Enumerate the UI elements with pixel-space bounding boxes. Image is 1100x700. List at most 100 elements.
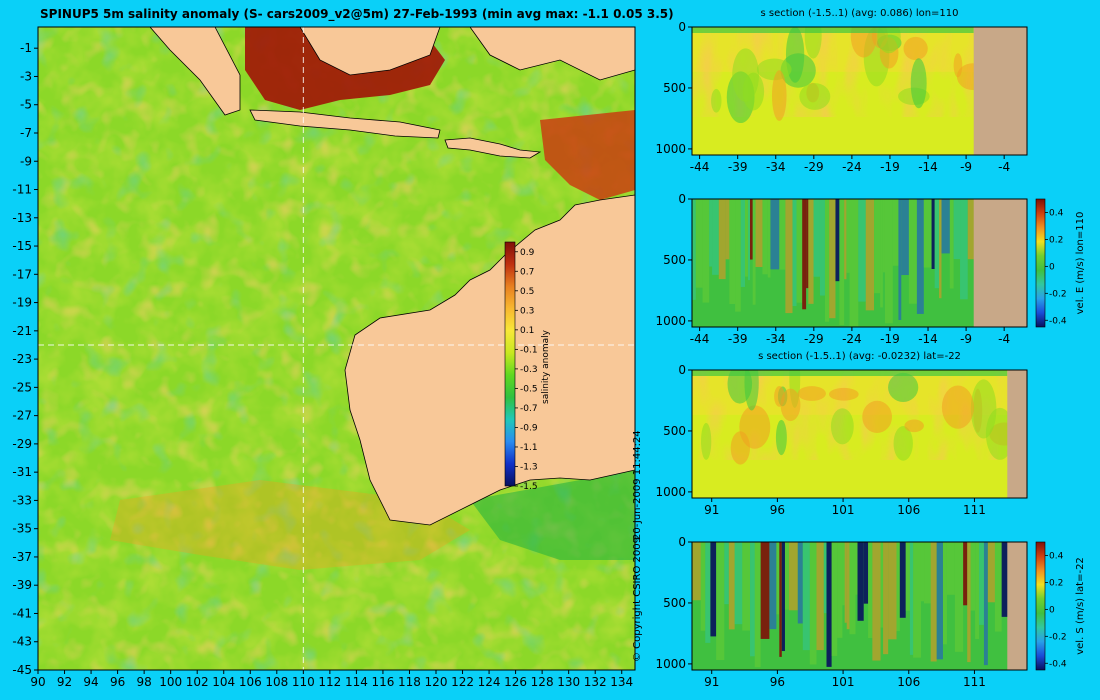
velocity-stripe [930, 542, 937, 662]
velocity-stripe [781, 542, 785, 652]
section-blob [862, 400, 892, 434]
velocity-stripe [849, 542, 856, 635]
velocity-stripe [779, 199, 786, 270]
map-y-tick-label: -27 [12, 409, 32, 423]
map-x-tick-label: 124 [478, 675, 501, 689]
velocity-stripe [835, 199, 840, 282]
map-x-tick-label: 100 [159, 675, 182, 689]
velocity-stripe [750, 199, 753, 260]
section-x-tick-label: -24 [842, 332, 862, 346]
velocity-stripe [909, 542, 914, 655]
velocity-stripe [789, 542, 798, 611]
section-x-tick-label: 96 [770, 503, 785, 517]
velocity-stripe [954, 542, 964, 652]
velocity-stripe [865, 199, 875, 311]
velocity-stripe [762, 199, 768, 275]
map-warm-band-south [110, 480, 470, 570]
velocity-colorbar-tick-label: 0.4 [1049, 551, 1064, 561]
map-y-tick-label: -33 [12, 493, 32, 507]
section-surface-layer [692, 27, 974, 33]
velocity-stripe [979, 542, 984, 625]
section-frame [691, 198, 1028, 328]
map-y-tick-label: -5 [20, 98, 32, 112]
salinity-colorbar-ramp [504, 241, 516, 487]
velocity-stripe [755, 199, 763, 267]
section-x-tick-label: -4 [998, 160, 1010, 174]
salinity-colorbar-tick-label: -1.1 [520, 443, 538, 453]
section-x-tick-label: -19 [880, 160, 900, 174]
velocity-stripe [892, 199, 899, 266]
section-blob [780, 53, 816, 88]
map-y-tick-label: -31 [12, 465, 32, 479]
velocity-stripe [934, 199, 940, 289]
section-blob [888, 372, 919, 402]
map-land-java [249, 109, 441, 139]
velocity-stripe [949, 199, 954, 289]
velocity-stripe [740, 199, 745, 287]
velocity-stripe [868, 542, 873, 639]
velocity-stripe [770, 199, 780, 270]
velocity-stripe [729, 199, 736, 305]
velocity-stripe [939, 199, 942, 299]
salinity-colorbar: 0.9 0.7 0.5 0.3 0.1 -0.1 -0.3 -0.5 -0.7 -0.9 -1.1 -… [504, 241, 551, 492]
section-x-tick-label: -44 [690, 160, 710, 174]
velocity-stripe [831, 542, 838, 656]
section-x-tick-label: -4 [998, 332, 1010, 346]
velocity-colorbar-tick-label: -0.2 [1049, 289, 1067, 299]
salinity-colorbar-tick-label: -1.3 [520, 462, 538, 472]
salinity-colorbar-tick-label: -1.5 [520, 482, 538, 492]
section-frame [691, 26, 1028, 156]
section-x-tick-label: -34 [766, 332, 786, 346]
map-y-tick-label: -11 [12, 183, 32, 197]
map-x-tick-label: 132 [584, 675, 607, 689]
map-y-tick-label: -35 [12, 522, 32, 536]
velocity-stripe [816, 542, 824, 651]
velocity-stripe [844, 199, 847, 280]
map-y-tick-label: -3 [20, 69, 32, 83]
map-y-tick-label: -37 [12, 550, 32, 564]
salinity-colorbar-label: salinity anomaly [541, 329, 551, 404]
velocity-stripe [760, 542, 770, 639]
map-x-tick-label: 114 [345, 675, 368, 689]
salinity-colorbar-tick-label: 0.9 [520, 248, 535, 258]
map-x-tick-label: 128 [531, 675, 554, 689]
salinity-colorbar-tick-label: -0.7 [520, 404, 538, 414]
velocity-stripe [806, 199, 809, 289]
velocity-stripe [823, 542, 827, 614]
velocity-stripe [829, 199, 836, 319]
velocity-stripe [705, 542, 711, 643]
map-y-tick-label: -29 [12, 437, 32, 451]
map-x-tick-label: 118 [398, 675, 421, 689]
velocity-colorbar-tick-label: 0 [1049, 605, 1055, 615]
velocity-stripe [883, 542, 889, 655]
map-y-axis: -1 -3 -5 -7 -9 -11 -13 -15 -17 -19 -21 -23 -25 -27 -29… [12, 41, 38, 677]
velocity-stripe [967, 542, 971, 663]
section-blob [775, 419, 787, 456]
copyright-credit: © Copyright CSIRO 2009 [632, 537, 643, 662]
section-side-label: vel. S (m/s) lat=-22 [1075, 557, 1086, 655]
timestamp-credit: 20-Jun-2009 11:44:24 [632, 430, 643, 540]
velocity-stripe [802, 542, 810, 651]
section-panel-s-section-lat: s section (-1.5..1) (avg: -0.0232) lat=-… [655, 351, 1028, 517]
map-y-tick-label: -39 [12, 578, 32, 592]
section-y-tick-label: 1000 [655, 314, 686, 328]
map-high-anomaly-arafura [540, 110, 635, 200]
velocity-colorbar-tick-label: 0.4 [1049, 208, 1064, 218]
velocity-stripe [824, 199, 830, 322]
section-x-tick-label: -14 [918, 332, 938, 346]
section-blob [780, 388, 801, 422]
velocity-stripe [700, 542, 706, 631]
velocity-stripe [931, 199, 935, 269]
velocity-stripe [967, 199, 975, 260]
section-y-tick-label: 1000 [655, 657, 686, 671]
velocity-stripe [874, 199, 881, 294]
velocity-stripe [779, 542, 782, 657]
velocity-colorbar-tick-label: 0.2 [1049, 235, 1063, 245]
velocity-stripe [923, 199, 932, 268]
map-y-tick-label: -41 [12, 606, 32, 620]
velocity-stripe [920, 542, 925, 602]
section-side-label: vel. E (m/s) lon=110 [1075, 212, 1086, 315]
section-blob [732, 48, 760, 102]
velocity-stripe [767, 199, 771, 278]
